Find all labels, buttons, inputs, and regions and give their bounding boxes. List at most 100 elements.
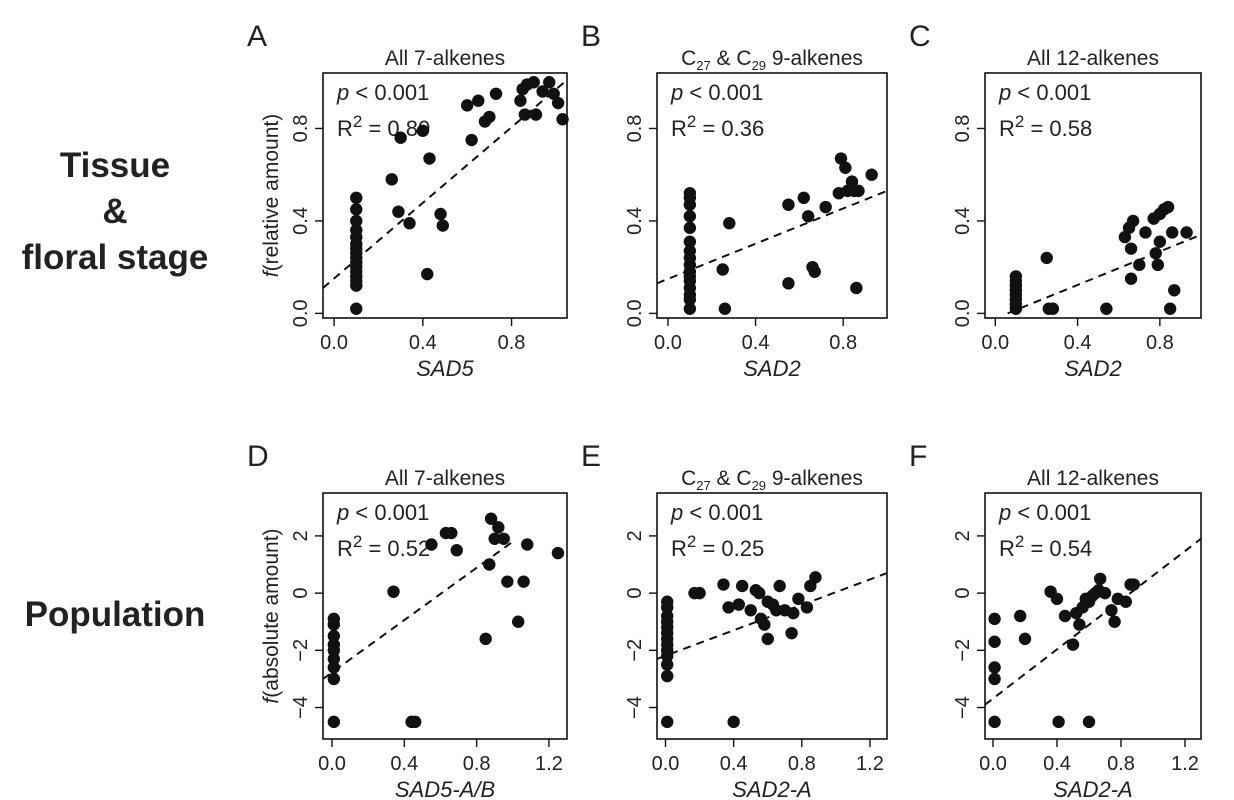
r2-text: R2 = 0.25 [671,532,764,561]
data-point [1100,302,1113,315]
y-label-f: f [260,696,283,704]
panel-title: C27 & C29 9-alkenes [681,467,863,493]
data-point [394,131,407,144]
data-point [350,223,363,237]
data-point [1161,200,1175,214]
r2-symbol: R [337,536,353,561]
data-point [551,96,565,110]
title-text: & C [711,467,752,490]
y-tick-label: 2 [624,530,646,541]
data-point [661,669,674,683]
r2-value: = 0.58 [1024,116,1092,141]
data-point [787,606,800,620]
r2-text: R2 = 0.54 [999,532,1092,561]
data-point [527,76,540,89]
data-point [718,302,732,315]
x-tick-label: 0.0 [652,753,680,775]
p-value-text: p < 0.001 [336,80,429,105]
data-point [1040,251,1053,265]
data-point [770,604,783,617]
r2-value: = 0.36 [696,116,764,141]
data-point [327,661,341,674]
r2-superscript: 2 [687,532,696,551]
data-point [521,538,534,551]
data-point [801,210,815,223]
data-point [693,586,706,600]
plot-frame [322,72,568,319]
y-tick-label: 0 [290,588,312,599]
regression-line [323,540,514,680]
data-point [450,544,463,557]
data-point [1126,214,1140,228]
data-point [479,632,492,646]
p-value: < 0.001 [683,80,763,105]
data-point [512,615,525,628]
y-tick-label: 0.0 [290,299,312,327]
data-point [717,578,730,591]
p-value-text: p < 0.001 [670,500,763,525]
data-point [385,173,398,186]
data-point [1124,242,1138,255]
data-point [1139,226,1152,239]
x-tick-label: 0.0 [979,753,1007,775]
data-point [492,521,505,534]
data-point [1153,235,1167,248]
x-axis-label: SAD2-A [732,777,811,800]
data-point [1009,270,1023,283]
data-point [661,601,674,614]
data-point [1014,609,1027,623]
y-tick-label: −2 [952,639,974,662]
data-point [434,207,447,221]
y-tick-label: −4 [290,696,312,719]
x-tick-label: 0.8 [788,753,816,775]
p-value-text: p < 0.001 [998,500,1091,525]
title-text: 9-alkenes [766,467,863,490]
data-point [800,601,814,614]
x-axis-label: SAD5-A/B [395,777,495,800]
data-point [661,649,674,663]
data-point [327,629,341,643]
data-point [1105,604,1118,617]
data-point [483,558,496,571]
y-tick-label: 0.4 [290,207,312,235]
r2-text: R2 = 0.36 [671,112,764,141]
data-point [436,219,449,232]
row-label-line: Tissue [59,146,171,185]
r2-text: R2 = 0.80 [337,112,430,141]
data-point [792,592,805,606]
plot-frame [322,492,568,740]
data-point [988,635,1001,648]
panel-title: C27 & C29 9-alkenes [681,47,863,73]
plot-frame [656,492,888,740]
data-point [782,198,795,211]
data-point [683,210,697,223]
x-tick-label: 1.2 [1171,753,1199,775]
data-point [1066,638,1080,651]
title-subscript: 27 [696,58,710,73]
r2-superscript: 2 [1015,112,1024,131]
data-point [556,113,569,126]
p-symbol: p [336,500,349,525]
data-point [1180,226,1193,239]
panel-d: D All 7-alkenes 0.0 0.4 0.8 1.2 −4 −2 0 2 SAD5-A/B… [247,440,568,800]
p-value: < 0.001 [1011,80,1091,105]
p-symbol: p [670,80,683,105]
data-point [403,217,416,230]
data-point [761,632,774,646]
y-label-f: f [260,269,283,277]
data-point [683,302,697,315]
x-axis-label: SAD2 [743,356,800,381]
panel-letter: F [909,440,927,473]
data-point [758,618,771,631]
data-point [1082,715,1096,729]
data-point [460,99,474,112]
data-point [722,601,735,614]
y-tick-label: 0.8 [290,115,312,143]
data-point [809,571,822,584]
data-point [732,598,745,611]
r2-symbol: R [671,116,687,141]
data-point [350,191,363,205]
data-point [683,235,697,248]
panel-b: B C27 & C29 9-alkenes 0.0 0.4 0.8 0.0 0.4 0.8 SA… [581,20,888,381]
